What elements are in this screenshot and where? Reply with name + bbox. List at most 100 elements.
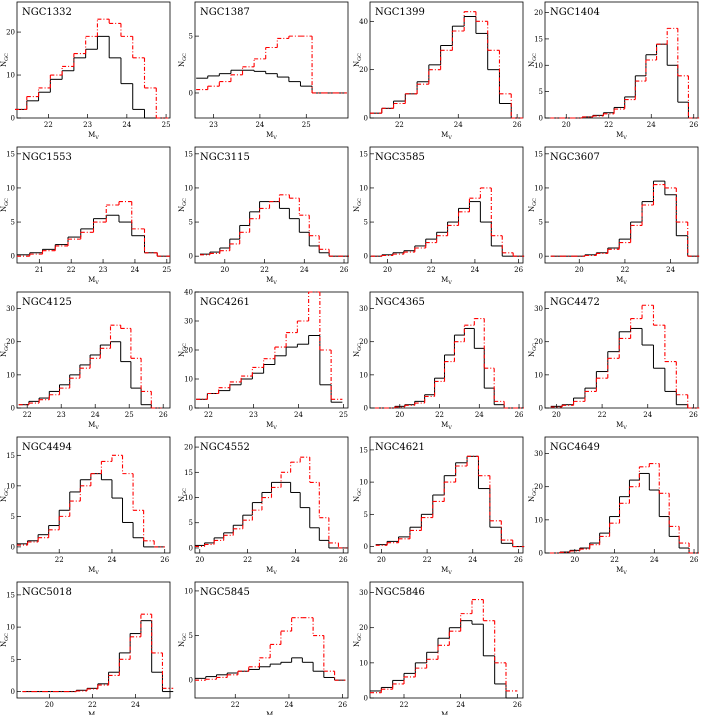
y-tick-label: 30 <box>184 318 193 326</box>
x-tick-label: 20 <box>383 266 392 274</box>
histogram-riser <box>381 187 514 257</box>
y-axis-label: NGC <box>353 53 363 67</box>
y-tick-label: 0 <box>189 253 193 261</box>
x-axis-label: MV <box>88 711 99 715</box>
y-axis-label-sub: GC <box>532 343 538 351</box>
x-axis-label: MV <box>266 131 277 141</box>
y-tick-label: 10 <box>184 587 193 595</box>
panel: 20 22 24 26 0 5 10 15 20 NGC1404 MV NGC <box>528 1 700 141</box>
y-tick-label: 0 <box>364 253 368 261</box>
plot-frame <box>544 1 699 119</box>
x-axis-label: MV <box>88 276 99 286</box>
y-axis-label: NGC <box>353 488 363 502</box>
plot-frame <box>544 146 699 264</box>
y-tick-label: 40 <box>184 289 193 297</box>
x-axis-label-sub: V <box>622 135 627 141</box>
y-tick-label: 10 <box>6 72 15 80</box>
x-tick-label: 20 <box>562 121 571 129</box>
x-axis-label: MV <box>266 711 277 715</box>
histogram-riser <box>205 657 336 681</box>
y-tick-label: 10 <box>6 371 15 379</box>
x-tick-label: 24 <box>470 266 479 274</box>
histogram-riser <box>75 614 164 692</box>
histogram-riser <box>26 19 157 118</box>
y-axis-label-main: N <box>353 206 361 212</box>
x-tick-label: 25 <box>339 411 348 419</box>
y-axis-label: NGC <box>0 633 10 647</box>
y-tick-label: 0 <box>364 405 368 413</box>
x-axis-label-sub: V <box>94 425 99 431</box>
panel: 23 24 25 0 5 NGC1387 MV NGC <box>178 1 349 141</box>
panel-title: NGC5845 <box>200 587 250 598</box>
histogram-riser <box>204 457 339 548</box>
x-axis-label: MV <box>441 566 452 576</box>
y-tick-label: 15 <box>534 150 543 158</box>
panel: 20 22 24 26 0 10 20 30 NGC4649 MV NGC <box>528 436 699 576</box>
panel: 22 24 26 0 10 20 30 NGC5846 MV NGC <box>353 581 524 715</box>
x-axis-label-main: M <box>88 421 95 429</box>
y-tick-label: 30 <box>359 305 368 313</box>
y-axis-label-sub: GC <box>4 633 10 641</box>
x-axis-label: MV <box>441 276 452 286</box>
y-axis-label: NGC <box>528 343 538 357</box>
y-axis-label-sub: GC <box>4 488 10 496</box>
y-axis-label-sub: GC <box>357 198 363 206</box>
y-tick-label: 10 <box>184 184 193 192</box>
y-tick-label: 10 <box>534 62 543 70</box>
panel-title: NGC4649 <box>550 442 600 453</box>
y-axis-label-sub: GC <box>532 488 538 496</box>
y-axis-label-main: N <box>353 641 361 647</box>
y-axis-label-main: N <box>178 641 186 647</box>
x-axis-label-main: M <box>266 131 273 139</box>
y-tick-label: 0 <box>189 677 193 685</box>
x-axis-label-sub: V <box>447 135 452 141</box>
x-tick-label: 24 <box>108 556 117 564</box>
panel-title: NGC3585 <box>375 152 425 163</box>
histogram-riser <box>75 620 163 692</box>
x-tick-label: 22 <box>204 411 213 419</box>
y-tick-label: 0 <box>11 543 15 551</box>
x-axis-label-main: M <box>88 711 95 715</box>
y-axis-label-main: N <box>528 206 536 212</box>
x-axis-label-sub: V <box>94 570 99 576</box>
x-tick-label: 22 <box>598 411 607 419</box>
x-tick-label: 20 <box>377 556 386 564</box>
x-axis-label-sub: V <box>622 280 627 286</box>
y-axis-label: NGC <box>528 488 538 502</box>
x-tick-label: 20 <box>552 411 561 419</box>
histogram-riser <box>380 599 507 693</box>
x-axis-label-main: M <box>441 276 448 284</box>
x-tick-label: 26 <box>159 411 168 419</box>
panel: 22 24 26 0 5 10 15 NGC4494 MV NGC <box>0 436 171 576</box>
y-axis-label-sub: GC <box>357 488 363 496</box>
x-tick-label: 23 <box>57 411 66 419</box>
panel: 20 22 24 26 0 5 10 15 NGC4621 MV NGC <box>353 436 525 576</box>
y-tick-label: 40 <box>359 18 368 26</box>
x-tick-label: 20 <box>570 556 579 564</box>
x-axis-label: MV <box>441 131 452 141</box>
x-tick-label: 22 <box>435 411 444 419</box>
y-axis-label-main: N <box>0 496 8 502</box>
y-tick-label: 15 <box>184 150 193 158</box>
x-axis-label-main: M <box>441 421 448 429</box>
panel: 20 22 24 26 0 5 10 15 NGC3585 MV NGC <box>353 146 525 286</box>
panel: 22 23 24 25 26 0 10 20 30 NGC4125 MV NGC <box>0 291 171 431</box>
x-axis-label: MV <box>441 711 452 715</box>
panel-title: NGC4125 <box>22 297 72 308</box>
panel: 20 22 24 26 0 5 10 15 NGC3115 MV NGC <box>178 146 349 286</box>
x-axis-label-main: M <box>616 276 623 284</box>
plot-frame <box>16 1 171 119</box>
y-axis-label: NGC <box>178 343 188 357</box>
y-tick-label: 10 <box>184 494 193 502</box>
y-tick-label: 10 <box>6 482 15 490</box>
x-tick-label: 21 <box>35 266 44 274</box>
y-tick-label: 5 <box>189 219 193 227</box>
y-tick-label: 10 <box>359 479 368 487</box>
x-tick-label: 24 <box>666 266 675 274</box>
y-tick-label: 5 <box>364 511 368 519</box>
panel-title: NGC4621 <box>375 442 425 453</box>
y-axis-label-sub: GC <box>182 53 188 61</box>
x-axis-label: MV <box>266 421 277 431</box>
x-tick-label: 22 <box>604 121 613 129</box>
